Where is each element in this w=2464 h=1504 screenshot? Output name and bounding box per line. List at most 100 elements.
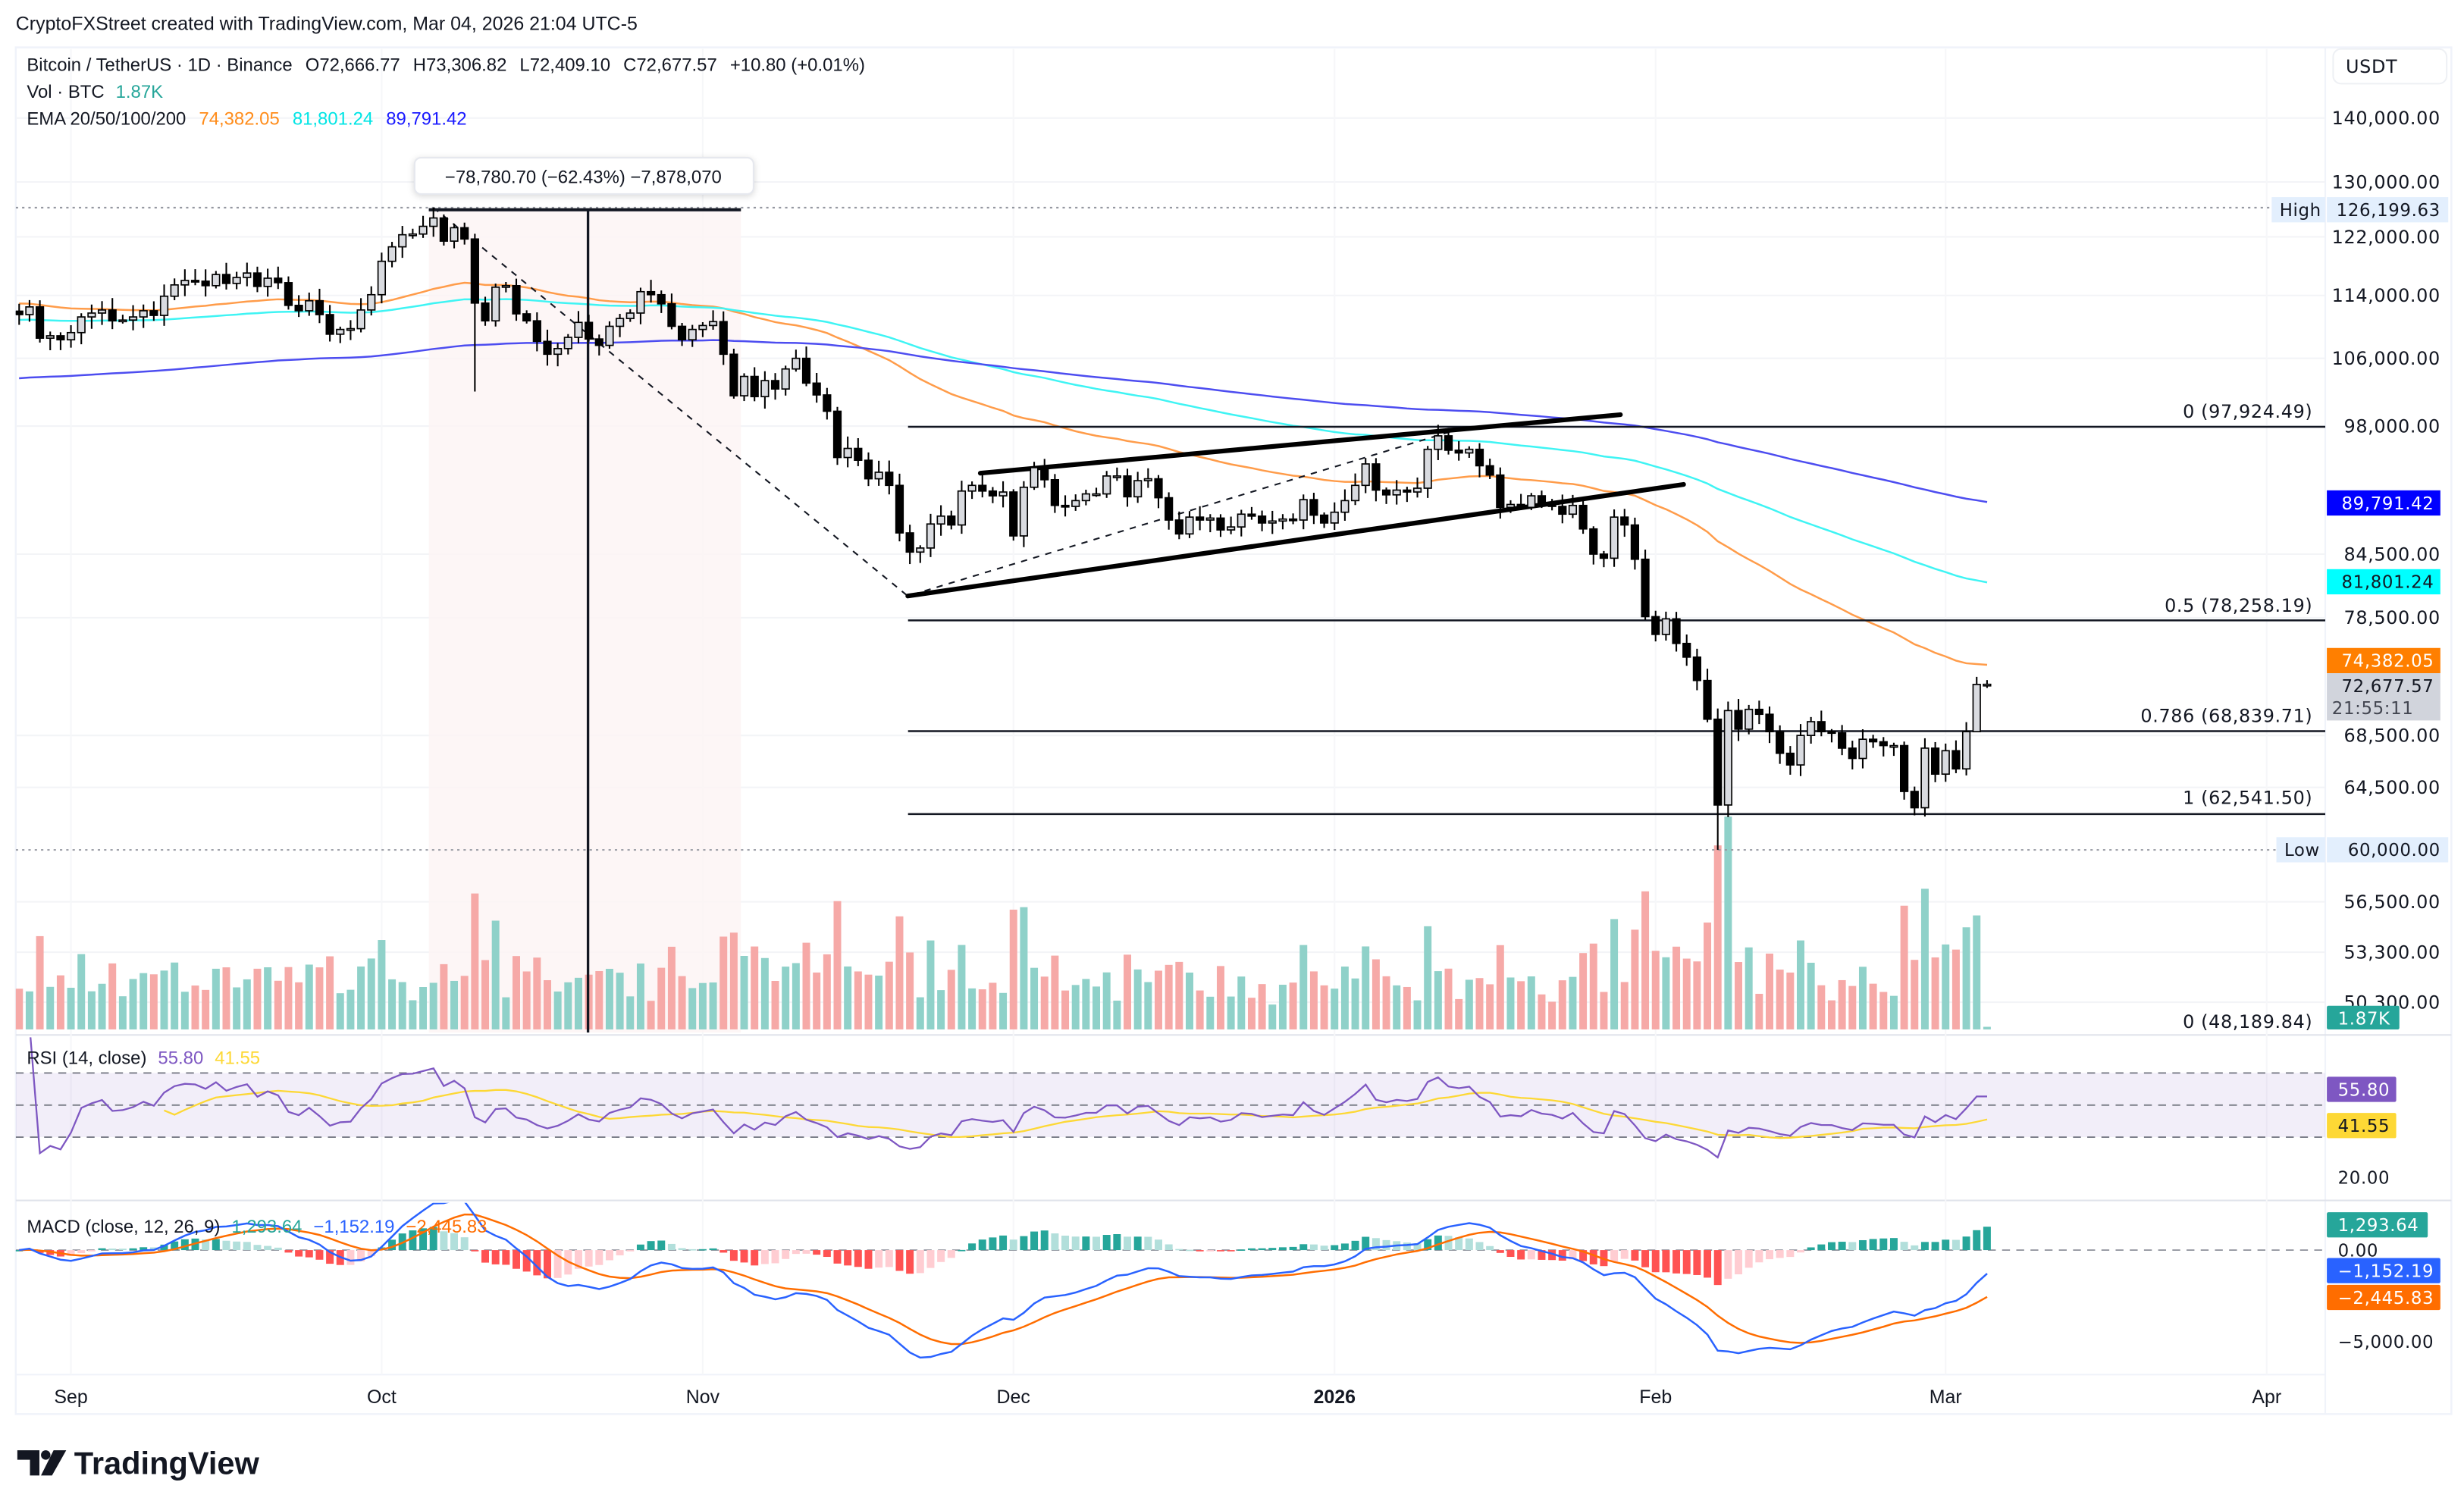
rsi-legend[interactable]: RSI (14, close) 55.80 41.55 [27, 1048, 260, 1069]
candle[interactable] [926, 513, 936, 557]
candle[interactable] [429, 207, 438, 237]
candle[interactable] [305, 292, 314, 316]
candle[interactable] [1661, 611, 1671, 641]
candle[interactable] [1412, 477, 1422, 498]
candle[interactable] [585, 315, 594, 342]
candle[interactable] [108, 298, 117, 330]
candle[interactable] [1288, 513, 1298, 525]
candle[interactable] [594, 334, 603, 356]
candle[interactable] [739, 373, 749, 402]
candle[interactable] [1372, 458, 1381, 502]
candle[interactable] [263, 268, 272, 297]
candle[interactable] [45, 331, 55, 350]
candle[interactable] [1889, 742, 1898, 757]
candle[interactable] [1403, 487, 1412, 503]
candle[interactable] [719, 311, 728, 365]
candle[interactable] [1547, 499, 1556, 511]
candle[interactable] [1610, 509, 1619, 567]
candle[interactable] [1827, 728, 1836, 743]
candle[interactable] [792, 349, 801, 372]
candle[interactable] [646, 280, 656, 303]
candle[interactable] [294, 295, 303, 318]
candle[interactable] [532, 312, 541, 352]
candle[interactable] [1185, 511, 1194, 538]
candle[interactable] [1620, 509, 1629, 537]
candle[interactable] [1745, 704, 1754, 735]
candle[interactable] [1713, 708, 1723, 851]
candle[interactable] [1112, 467, 1121, 481]
candle[interactable] [1506, 500, 1516, 513]
candle[interactable] [450, 223, 459, 249]
candle[interactable] [1972, 676, 1981, 733]
candle[interactable] [812, 373, 821, 403]
candle[interactable] [854, 438, 863, 466]
candle[interactable] [56, 332, 65, 350]
candle[interactable] [1754, 700, 1763, 725]
candle[interactable] [967, 481, 977, 500]
candle[interactable] [1941, 743, 1950, 782]
price-axis[interactable]: 140,000.00 130,000.00 122,000.00 114,000.00… [2332, 108, 2440, 1013]
candle[interactable] [1516, 494, 1525, 510]
candle[interactable] [1568, 494, 1578, 519]
candle[interactable] [1703, 669, 1712, 722]
candle[interactable] [636, 287, 645, 324]
candle[interactable] [605, 321, 614, 349]
candle[interactable] [677, 323, 687, 346]
candle[interactable] [1268, 510, 1277, 534]
candle[interactable] [1205, 514, 1215, 533]
candle[interactable] [1319, 512, 1329, 528]
candle[interactable] [574, 311, 583, 343]
candle[interactable] [978, 474, 987, 498]
price-pane[interactable] [15, 206, 2326, 1033]
candle[interactable] [1920, 738, 1930, 817]
candle[interactable] [1154, 475, 1163, 509]
candle[interactable] [1651, 610, 1660, 642]
candle[interactable] [1496, 467, 1505, 519]
candle[interactable] [1381, 487, 1391, 504]
candle[interactable] [1050, 474, 1060, 513]
candle[interactable] [957, 481, 967, 534]
candle[interactable] [346, 320, 356, 340]
candle[interactable] [1899, 741, 1909, 800]
candle[interactable] [1465, 446, 1474, 458]
candle[interactable] [947, 510, 956, 530]
candle[interactable] [1537, 490, 1547, 509]
candle[interactable] [501, 282, 510, 293]
candle[interactable] [481, 296, 490, 326]
candle[interactable] [1599, 550, 1609, 568]
candle[interactable] [97, 301, 107, 325]
candle[interactable] [1133, 472, 1143, 503]
candle[interactable] [864, 452, 873, 487]
candle[interactable] [843, 436, 852, 468]
candle[interactable] [221, 262, 231, 290]
candle[interactable] [1102, 471, 1111, 498]
candle[interactable] [1692, 648, 1701, 691]
candle[interactable] [708, 310, 718, 330]
candle[interactable] [1237, 509, 1246, 537]
candle[interactable] [1558, 494, 1567, 524]
candle[interactable] [1765, 706, 1774, 744]
candle[interactable] [190, 269, 200, 286]
candle[interactable] [1879, 737, 1888, 757]
candle[interactable] [1641, 549, 1650, 620]
candle[interactable] [1807, 716, 1816, 744]
candle[interactable] [770, 373, 780, 400]
candle[interactable] [1589, 526, 1598, 565]
candle[interactable] [625, 309, 635, 322]
candle[interactable] [1081, 489, 1090, 506]
candle[interactable] [491, 284, 500, 327]
candle[interactable] [1196, 506, 1205, 531]
candle[interactable] [419, 215, 428, 238]
candle[interactable] [118, 315, 127, 324]
candle[interactable] [128, 305, 138, 331]
candle[interactable] [1123, 468, 1132, 507]
candle[interactable] [35, 300, 45, 343]
candle[interactable] [885, 460, 894, 495]
candle[interactable] [180, 269, 190, 296]
candle[interactable] [212, 271, 221, 289]
candle[interactable] [1734, 699, 1743, 741]
candle[interactable] [522, 310, 531, 324]
candle[interactable] [1216, 514, 1225, 537]
candle[interactable] [1776, 725, 1785, 764]
candle[interactable] [1330, 502, 1339, 530]
